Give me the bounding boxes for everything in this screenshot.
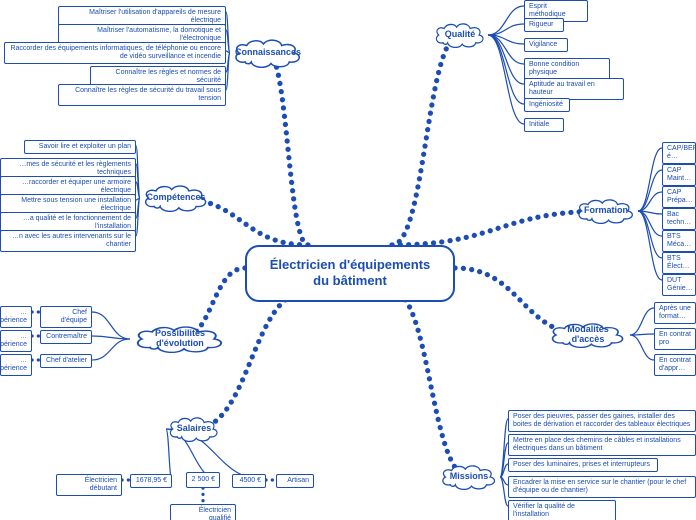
leaf-node: Vérifier la qualité de l'installation bbox=[508, 500, 616, 520]
leaf-node: Ingéniosité bbox=[524, 98, 570, 112]
center-topic: Électricien d'équipements du bâtiment bbox=[245, 245, 455, 302]
leaf-node: En contrat pro bbox=[654, 328, 696, 350]
leaf-node: Connaître les règles de sécurité du trav… bbox=[58, 84, 226, 106]
leaf-node: Initiale bbox=[524, 118, 564, 132]
leaf-node-extra: Artisan bbox=[276, 474, 314, 488]
leaf-node: CAP Maint… bbox=[662, 164, 696, 186]
leaf-node: En contrat d'appr… bbox=[654, 354, 696, 376]
leaf-node: 4500 € bbox=[232, 474, 266, 488]
leaf-node: 1678,95 € bbox=[130, 474, 172, 488]
leaf-node: Mettre en place des chemins de câbles et… bbox=[508, 434, 696, 456]
leaf-node: Aptitude au travail en hauteur bbox=[524, 78, 624, 100]
leaf-node: Bonne condition physique bbox=[524, 58, 610, 80]
leaf-node: Rigueur bbox=[524, 18, 564, 32]
leaf-node: BTS Élect… bbox=[662, 252, 696, 274]
leaf-node: BTS Méca… bbox=[662, 230, 696, 252]
leaf-node-extra: …périence bbox=[0, 330, 32, 352]
leaf-node: Chef d'atelier bbox=[40, 354, 92, 368]
leaf-node-extra: …périence bbox=[0, 306, 32, 328]
leaf-node: Encadrer la mise en service sur le chant… bbox=[508, 476, 696, 498]
leaf-node-extra: …périence bbox=[0, 354, 32, 376]
leaf-node: DUT Génie… bbox=[662, 274, 696, 296]
leaf-node: Bac techn… bbox=[662, 208, 696, 230]
leaf-node: Après une format… bbox=[654, 302, 696, 324]
leaf-node: Contremaître bbox=[40, 330, 92, 344]
center-topic-label: Électricien d'équipements du bâtiment bbox=[270, 257, 431, 288]
leaf-node-extra: Électricien débutant bbox=[56, 474, 122, 496]
leaf-node: CAP/BEP é… bbox=[662, 142, 696, 164]
leaf-node: CAP Prépa… bbox=[662, 186, 696, 208]
leaf-node: Raccorder des équipements informatiques,… bbox=[4, 42, 226, 64]
leaf-node: …n avec les autres intervenants sur le c… bbox=[0, 230, 136, 252]
leaf-node: Savoir lire et exploiter un plan bbox=[24, 140, 136, 154]
leaf-node-extra: Électricien qualifié bbox=[170, 504, 236, 520]
leaf-node: Poser des luminaires, prises et interrup… bbox=[508, 458, 658, 472]
leaf-node: Chef d'équipe bbox=[40, 306, 92, 328]
leaf-node: Poser des pieuvres, passer des gaines, i… bbox=[508, 410, 696, 432]
leaf-node: 2 500 € bbox=[186, 472, 220, 488]
leaf-node: Vigilance bbox=[524, 38, 568, 52]
